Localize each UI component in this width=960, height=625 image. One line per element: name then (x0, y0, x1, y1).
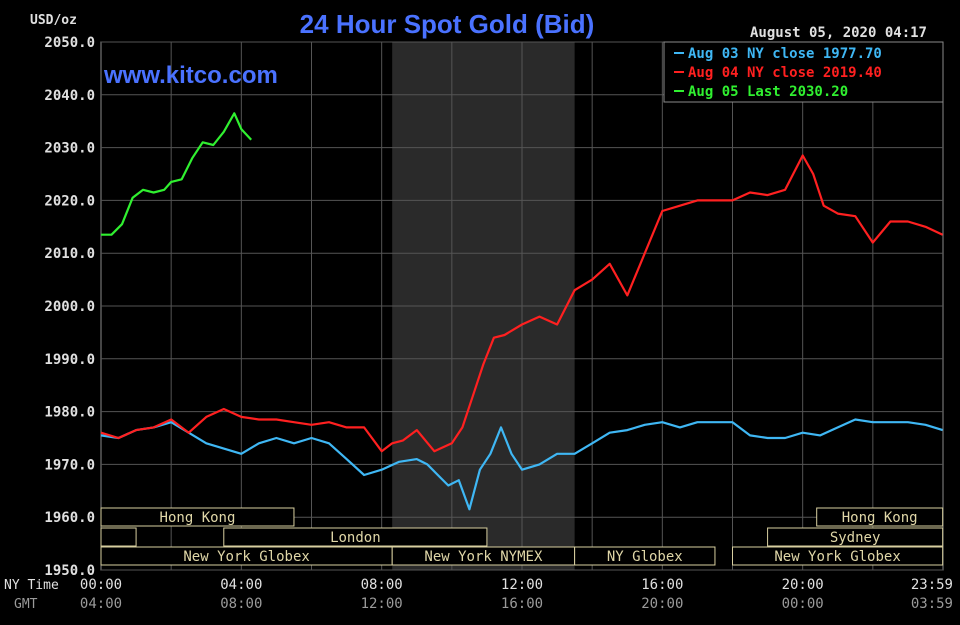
watermark-url: www.kitco.com (103, 62, 278, 89)
gmt-row-label: GMT (14, 597, 38, 612)
x-tick-label-gmt: 20:00 (641, 596, 683, 612)
series-line-2 (101, 112, 253, 236)
ny-time-row-label: NY Time (4, 578, 59, 593)
y-tick-label: 2000.0 (44, 299, 95, 315)
x-tick-label-ny: 04:00 (220, 577, 262, 593)
legend-entry-aug04: Aug 04 NY close 2019.40 (688, 65, 882, 81)
x-tick-label-gmt: 16:00 (501, 596, 543, 612)
x-tick-label-ny: 16:00 (641, 577, 683, 593)
session-bar (816, 507, 944, 527)
session-label: London (330, 530, 381, 546)
chart-title: 24 Hour Spot Gold (Bid) (300, 9, 595, 39)
x-tick-label-ny: 23:59 (911, 577, 953, 593)
y-axis-unit: USD/oz (30, 13, 77, 28)
y-axis-tick-labels: 2050.0 2040.0 2030.0 2020.0 2010.0 2000.0 1990… (44, 35, 95, 579)
grid-lines (101, 41, 943, 571)
series-line-1 (100, 154, 944, 453)
price-series (100, 112, 944, 511)
y-tick-label: 2020.0 (44, 193, 95, 209)
session-label: Hong Kong (842, 510, 918, 526)
legend-entry-aug03: Aug 03 NY close 1977.70 (688, 46, 882, 62)
timestamp: August 05, 2020 04:17 (750, 25, 927, 41)
legend-box (663, 41, 944, 103)
session-label: Hong Kong (160, 510, 236, 526)
x-tick-label-ny: 08:00 (361, 577, 403, 593)
y-tick-label: 1950.0 (44, 563, 95, 579)
session-bar (767, 527, 944, 547)
y-tick-label: 1960.0 (44, 510, 95, 526)
session-bar (732, 546, 944, 566)
x-tick-label-gmt: 03:59 (911, 596, 953, 612)
x-tick-label-ny: 20:00 (782, 577, 824, 593)
x-tick-label-gmt: 08:00 (220, 596, 262, 612)
x-tick-label-gmt: 00:00 (782, 596, 824, 612)
y-tick-label: 2010.0 (44, 246, 95, 262)
y-tick-label: 1990.0 (44, 352, 95, 368)
session-label: NY Globex (607, 549, 683, 565)
y-tick-label: 2040.0 (44, 88, 95, 104)
legend-entry-aug05: Aug 05 Last 2030.20 (688, 84, 848, 100)
trading-sessions: Hong Kong Hong Kong London Sydney New York G… (100, 507, 944, 566)
x-tick-label-ny: 12:00 (501, 577, 543, 593)
x-tick-label-gmt: 04:00 (80, 596, 122, 612)
session-bar (100, 527, 137, 547)
y-tick-label: 1970.0 (44, 457, 95, 473)
session-bar (100, 507, 295, 527)
y-tick-label: 2030.0 (44, 141, 95, 157)
session-label: New York Globex (183, 549, 309, 565)
session-bar (574, 546, 716, 566)
y-tick-label: 1980.0 (44, 405, 95, 421)
x-tick-label-ny: 00:00 (80, 577, 122, 593)
legend: Aug 03 NY close 1977.70 Aug 04 NY close … (663, 41, 944, 103)
y-tick-label: 2050.0 (44, 35, 95, 51)
x-axis-tick-labels: 00:00 04:00 04:00 08:00 08:00 12:00 12:00 16:00… (80, 577, 953, 612)
session-label: Sydney (830, 530, 881, 546)
session-label: New York NYMEX (424, 549, 543, 565)
session-bar (223, 527, 488, 547)
series-line-0 (100, 418, 943, 511)
session-label: New York Globex (774, 549, 900, 565)
x-tick-label-gmt: 12:00 (361, 596, 403, 612)
